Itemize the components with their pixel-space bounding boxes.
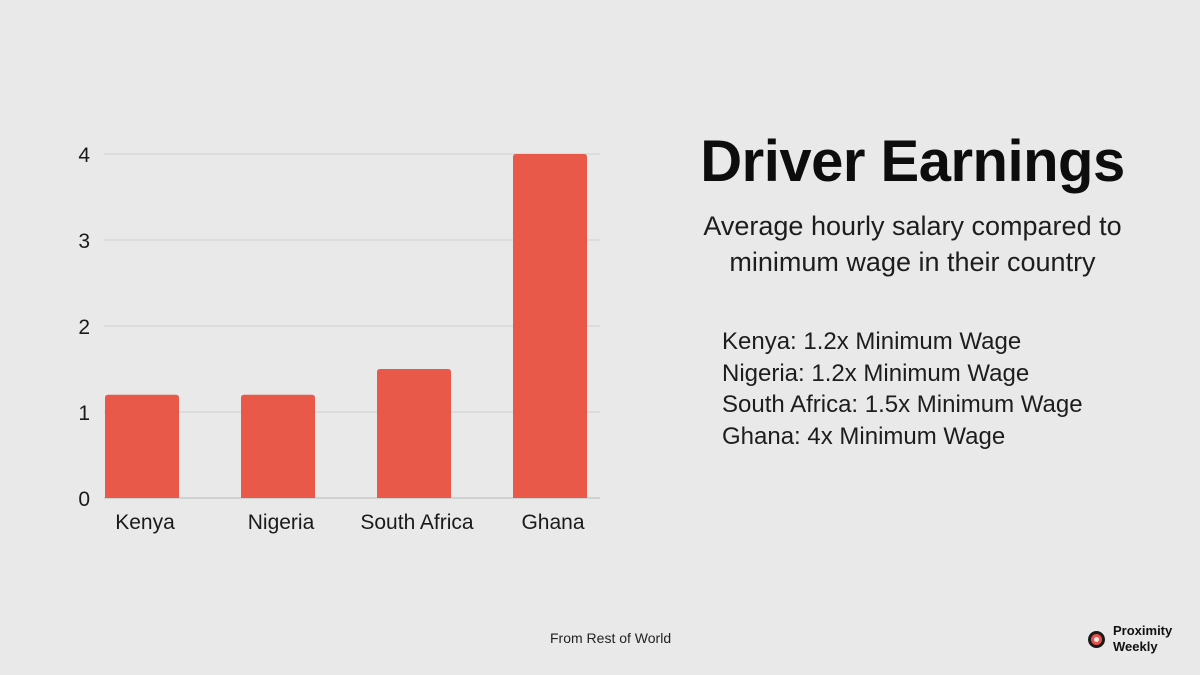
note-ghana: Ghana: 4x Minimum Wage xyxy=(722,422,1006,450)
brand-line-1: Proximity xyxy=(1113,623,1173,638)
bar-nigeria xyxy=(241,394,315,498)
note-nigeria: Nigeria: 1.2x Minimum Wage xyxy=(722,359,1030,387)
ring-logo-icon xyxy=(1088,630,1105,648)
chart-title: Driver Earnings xyxy=(700,129,1125,194)
bar-kenya xyxy=(105,394,179,498)
subtitle-line-2: minimum wage in their country xyxy=(729,247,1096,277)
y-tick-label-3: 3 xyxy=(78,230,90,253)
brand-line-2: Weekly xyxy=(1113,639,1158,654)
bar-ghana xyxy=(513,154,587,498)
x-tick-label-kenya: Kenya xyxy=(115,511,175,534)
x-tick-label-nigeria: Nigeria xyxy=(248,511,315,534)
x-tick-label-south-africa: South Africa xyxy=(360,511,474,534)
earnings-notes: Kenya: 1.2x Minimum Wage Nigeria: 1.2x M… xyxy=(722,326,1083,452)
bar-south-africa xyxy=(377,369,451,498)
note-kenya: Kenya: 1.2x Minimum Wage xyxy=(722,328,1022,355)
source-caption: From Rest of World xyxy=(550,630,672,646)
x-tick-label-ghana: Ghana xyxy=(521,511,584,534)
subtitle-line-1: Average hourly salary compared to xyxy=(703,211,1122,241)
brand-logo: Proximity Weekly xyxy=(1088,623,1172,655)
chart-subtitle: Average hourly salary compared to minimu… xyxy=(640,208,1185,280)
brand-name: Proximity Weekly xyxy=(1113,623,1172,655)
y-tick-label-4: 4 xyxy=(78,144,90,167)
note-south-africa: South Africa: 1.5x Minimum Wage xyxy=(722,391,1083,418)
bar-chart: 0 1 2 3 4 Kenya Nigeria South Africa Ghana xyxy=(78,144,600,534)
y-tick-label-0: 0 xyxy=(78,488,90,511)
y-tick-label-2: 2 xyxy=(78,316,90,339)
y-tick-label-1: 1 xyxy=(78,402,90,425)
